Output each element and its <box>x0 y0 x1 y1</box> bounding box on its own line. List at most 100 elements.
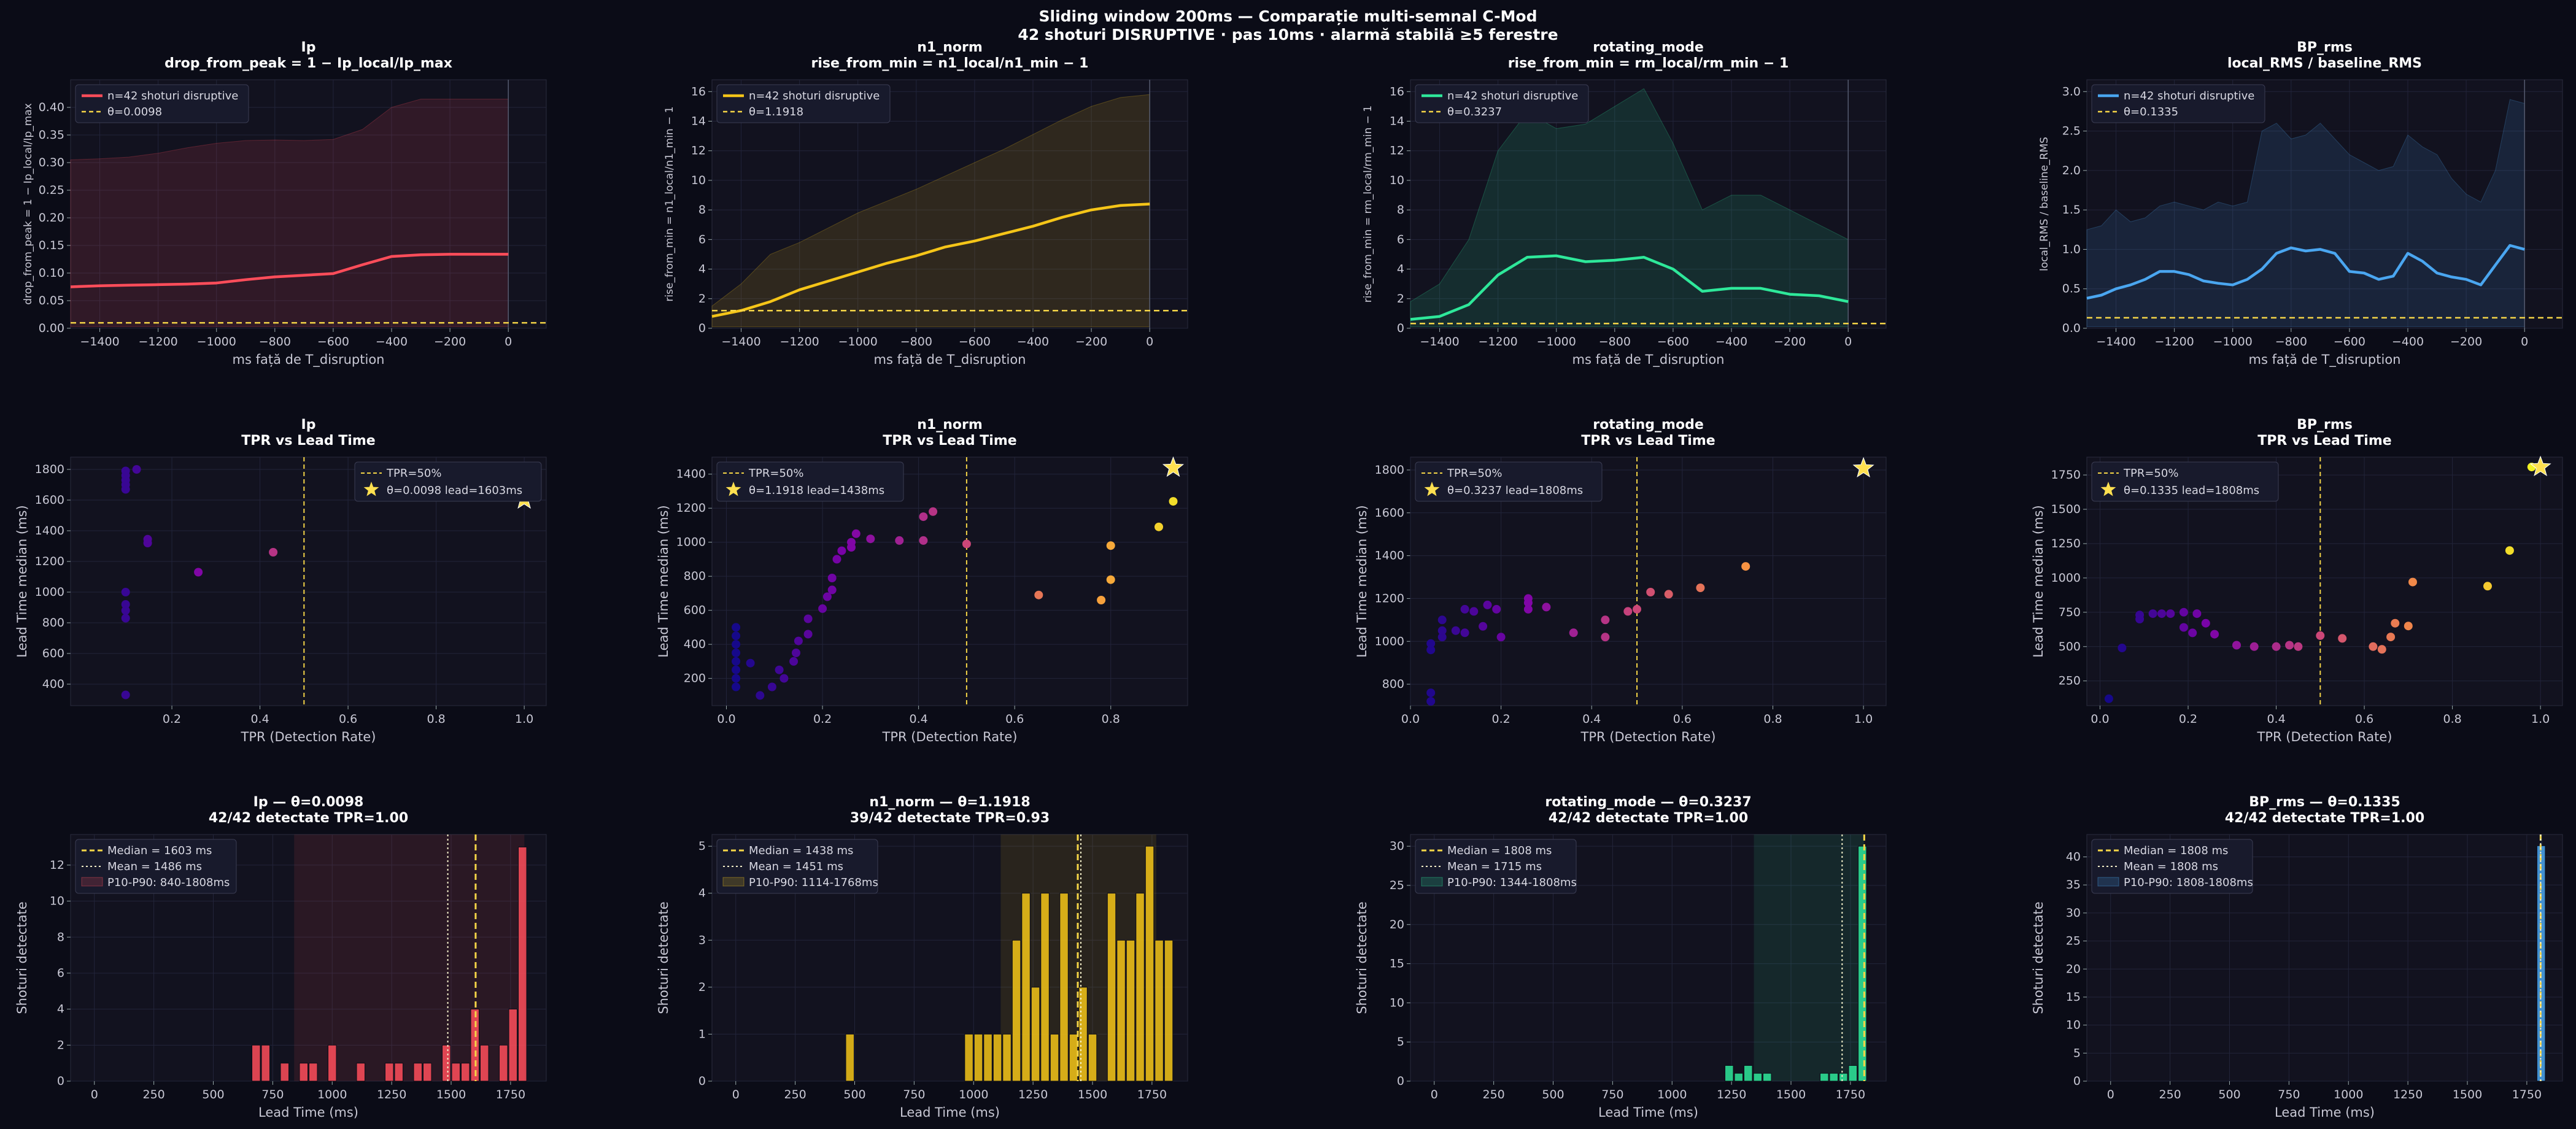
x-axis-label: ms față de T_disruption <box>2249 352 2401 368</box>
scatter-point <box>2386 633 2396 642</box>
scatter-point <box>1479 622 1488 631</box>
x-tick-label: 750 <box>2278 1088 2300 1101</box>
y-axis-label: Shoturi detectate <box>15 901 29 1014</box>
legend-label: θ=1.1918 lead=1438ms <box>749 484 884 497</box>
x-tick-label: 0.2 <box>1492 712 1510 726</box>
histogram-bar <box>1107 893 1116 1082</box>
scatter-point <box>1451 626 1460 635</box>
y-tick-label: 200 <box>684 672 706 685</box>
legend-swatch <box>2097 877 2119 887</box>
x-tick-label: 0 <box>2107 1088 2114 1101</box>
scatter-point <box>121 588 130 596</box>
x-tick-label: 1250 <box>1717 1088 1746 1101</box>
y-tick-label: 1000 <box>2051 571 2081 585</box>
legend-box <box>2091 84 2265 123</box>
y-tick-label: 0.20 <box>39 211 64 225</box>
scatter-point <box>2179 623 2188 632</box>
legend: TPR=50% θ=0.3237 lead=1808ms <box>1415 461 1603 502</box>
histogram-bar <box>1021 893 1031 1082</box>
y-tick-label: 2 <box>57 1038 64 1052</box>
scatter-point <box>1469 607 1479 616</box>
panel-title: Ip — θ=0.0098 <box>253 795 364 810</box>
scatter-point <box>1097 596 1106 604</box>
legend-label: Median = 1603 ms <box>107 844 212 857</box>
y-tick-label: 1200 <box>35 555 64 568</box>
scatter-point <box>732 682 741 692</box>
x-tick-label: 0.8 <box>1102 712 1120 726</box>
histogram-bar <box>964 1033 973 1082</box>
x-tick-label: −400 <box>1017 335 1049 349</box>
scatter-point <box>1106 575 1115 584</box>
legend: n=42 shoturi disruptive θ=0.0098 <box>75 84 249 123</box>
chart-panel: 400 600 800 1000 1200 1400 1600 1800 0.2 0.4 0.6 0.… <box>15 417 547 744</box>
legend-label: n=42 shoturi disruptive <box>2124 90 2254 102</box>
y-tick-label: 2 <box>698 292 706 306</box>
x-tick-label: 0.4 <box>1582 712 1601 726</box>
legend-box <box>2091 461 2279 502</box>
legend-label: Mean = 1715 ms <box>1447 860 1542 873</box>
x-tick-label: 1250 <box>377 1088 406 1101</box>
y-axis-label: rise_from_min = n1_local/n1_min − 1 <box>663 106 676 301</box>
scatter-point <box>1426 688 1436 698</box>
legend-label: Median = 1438 ms <box>749 844 853 857</box>
y-tick-label: 800 <box>684 569 706 583</box>
scatter-point <box>1492 604 1501 614</box>
scatter-point <box>2135 611 2145 620</box>
histogram-bar <box>1135 893 1145 1082</box>
scatter-point <box>1106 541 1115 550</box>
y-tick-label: 1400 <box>676 468 706 481</box>
scatter-point <box>779 674 789 683</box>
scatter-point <box>767 682 776 692</box>
chart-panel: 0 5 10 15 20 25 30 0 250 500 750 1000 1250 1500 1750 ro… <box>1355 795 1887 1120</box>
y-tick-label: 2.0 <box>2062 164 2081 177</box>
x-tick-label: 1.0 <box>2531 712 2550 726</box>
y-tick-label: 12 <box>50 858 64 872</box>
x-tick-label: 1500 <box>436 1088 466 1101</box>
scatter-point <box>837 546 846 555</box>
histogram-bar <box>1763 1073 1772 1082</box>
scatter-point <box>818 604 827 613</box>
scatter-point <box>732 657 741 666</box>
x-tick-label: 1250 <box>2393 1088 2423 1101</box>
x-tick-label: −800 <box>900 335 932 349</box>
y-tick-label: 400 <box>42 677 64 691</box>
y-tick-label: 4 <box>698 263 706 276</box>
y-axis-label: rise_from_min = rm_local/rm_min − 1 <box>1362 106 1374 302</box>
panel-title: rotating_mode — θ=0.3237 <box>1545 795 1751 810</box>
scatter-point <box>2188 628 2197 638</box>
histogram-bar <box>508 1009 517 1082</box>
scatter-point <box>2210 630 2219 639</box>
histogram-bar <box>261 1044 270 1082</box>
scatter-point <box>1569 628 1578 638</box>
y-tick-label: 30 <box>1390 839 1404 853</box>
x-tick-label: −1000 <box>1537 335 1576 349</box>
legend-label: θ=1.1918 <box>749 106 803 118</box>
histogram-bar <box>1059 893 1069 1082</box>
x-axis-label: ms față de T_disruption <box>233 352 385 368</box>
scatter-point <box>1426 639 1436 648</box>
y-tick-label: 8 <box>698 203 706 217</box>
histogram-bar <box>499 1044 508 1082</box>
scatter-point <box>962 539 971 549</box>
histogram-bar <box>309 1063 318 1082</box>
histogram-bar <box>1155 939 1164 1082</box>
legend-label: TPR=50% <box>2123 467 2178 480</box>
y-axis-label: Shoturi detectate <box>1355 901 1369 1014</box>
y-tick-label: 6 <box>1397 233 1404 246</box>
y-tick-label: 0.15 <box>39 239 64 252</box>
scatter-point <box>2408 577 2417 587</box>
scatter-point <box>1426 645 1436 655</box>
x-tick-label: 500 <box>1542 1088 1564 1101</box>
y-tick-label: 1250 <box>2051 537 2081 550</box>
y-tick-label: 0 <box>1397 1074 1404 1088</box>
x-tick-label: −800 <box>259 335 291 349</box>
scatter-point <box>746 658 755 668</box>
panel-title: rotating_mode <box>1593 40 1704 55</box>
median-line <box>1410 254 1849 321</box>
panel-subtitle: TPR vs Lead Time <box>2257 433 2391 449</box>
scatter-point <box>194 568 203 577</box>
chart-panel: 0 5 10 15 20 25 30 35 40 0 250 500 750 1000 1250 1500 17… <box>2031 795 2563 1120</box>
scatter-point <box>2285 641 2294 650</box>
x-tick-label: −600 <box>317 335 349 349</box>
